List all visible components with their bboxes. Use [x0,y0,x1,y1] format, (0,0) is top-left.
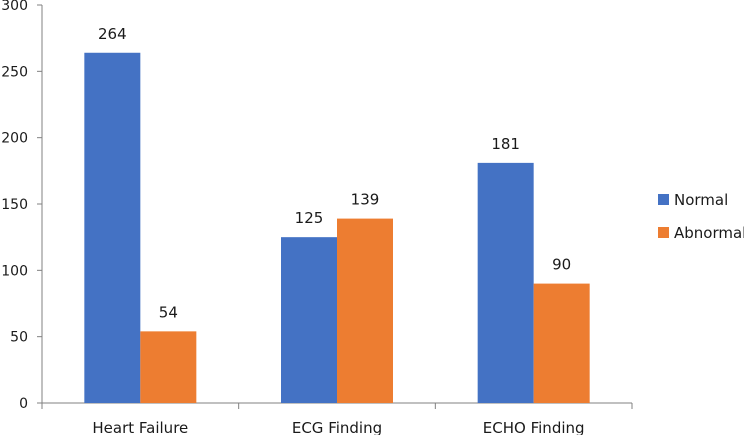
bar-abnormal-3 [533,283,590,403]
y-tick-label: 200 [1,131,28,147]
legend-swatch-abnormal [658,227,669,238]
y-tick-label: 250 [1,64,28,80]
data-labels: 264 54 125 139 181 90 [98,25,571,322]
legend: Normal Abnormal [658,191,744,242]
y-tick-label: 100 [1,263,28,279]
data-label: 90 [552,256,571,274]
bars [84,52,590,403]
x-axis: Heart Failure ECG Finding ECHO Finding [41,402,633,435]
legend-swatch-normal [658,194,669,205]
y-tick-label: 300 [1,0,28,14]
bar-normal-3 [477,162,534,403]
x-tick-label: ECHO Finding [483,419,585,435]
y-tick-label: 0 [19,396,28,412]
legend-label-abnormal: Abnormal [674,224,744,242]
y-axis: 0 50 100 150 200 250 300 [1,0,43,412]
x-tick-label: Heart Failure [92,419,188,435]
bar-normal-2 [281,237,337,403]
bar-normal-1 [84,52,141,403]
x-tick-label: ECG Finding [292,419,382,435]
data-label: 125 [295,209,324,227]
bar-abnormal-1 [140,331,197,403]
y-tick-label: 50 [10,330,28,346]
y-tick-label: 150 [1,197,28,213]
data-label: 264 [98,25,127,43]
legend-label-normal: Normal [674,191,728,209]
data-label: 139 [351,191,380,209]
data-label: 54 [159,303,178,321]
bar-abnormal-2 [337,218,393,403]
data-label: 181 [491,135,520,153]
